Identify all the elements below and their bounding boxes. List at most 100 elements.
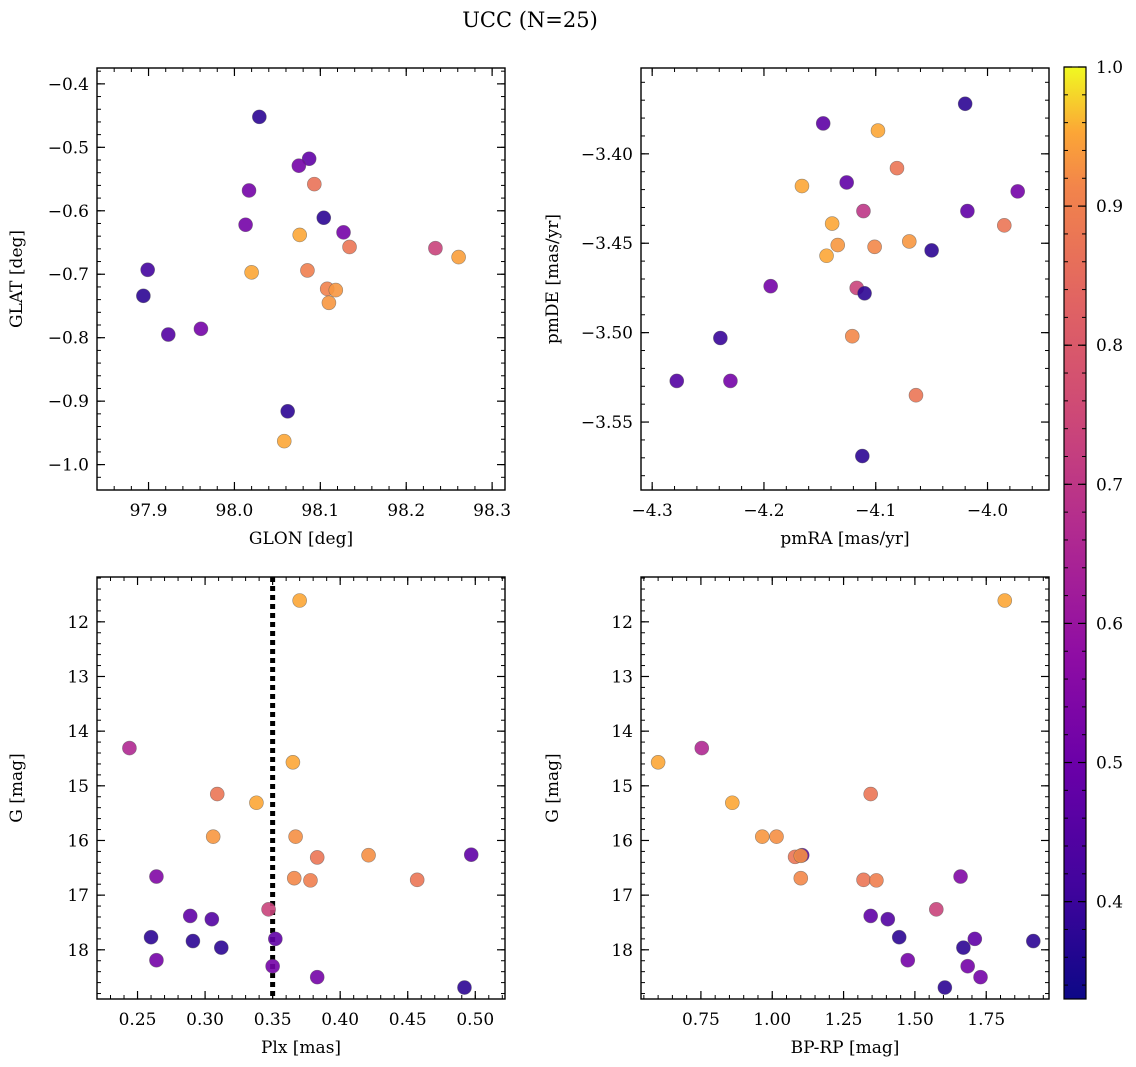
scatter-point: [122, 740, 137, 756]
x-tick-label: 1.75: [967, 1010, 1005, 1030]
colorbar-tick-label: 0.5: [1096, 754, 1123, 774]
y-tick-label: 13: [611, 667, 633, 687]
scatter-point: [957, 96, 973, 112]
x-tick-label: 0.50: [456, 1010, 494, 1030]
scatter-point: [457, 980, 472, 995]
x-axis-label: BP-RP [mag]: [791, 1038, 900, 1058]
y-tick-label: 16: [611, 831, 633, 851]
x-tick-label: 1.25: [825, 1010, 863, 1030]
x-tick-label: 98.0: [216, 501, 254, 521]
colorbar-tick-label: 1.0: [1096, 58, 1123, 78]
scatter-point: [763, 278, 778, 294]
scatter-point: [451, 249, 466, 265]
panel-pmra-pmde: −4.3 −4.2 −4.1 −4.0 −3.40 −3.45 −3.50 −3.55 pmRA…: [543, 67, 1050, 549]
x-tick-label: 98.2: [387, 501, 425, 521]
scatter-point: [844, 328, 860, 344]
scatter-point: [321, 295, 337, 311]
x-tick-label: −4.3: [632, 501, 673, 521]
scatter-point: [694, 740, 710, 756]
scatter-point: [261, 902, 276, 917]
scatter-point: [863, 786, 878, 802]
y-tick-label: −3.45: [581, 234, 633, 254]
scatter-point: [301, 151, 317, 167]
scatter-point: [900, 952, 916, 968]
scatter-point: [252, 109, 267, 125]
scatter-point: [238, 217, 253, 233]
scatter-point: [956, 940, 971, 955]
scatter-point: [316, 210, 332, 226]
scatter-point: [937, 980, 953, 995]
scatter-point: [300, 263, 315, 278]
figure-title: UCC (N=25): [462, 8, 598, 32]
scatter-point: [185, 933, 201, 949]
minor-ticks: [641, 577, 1049, 999]
scatter-point: [754, 829, 770, 844]
x-tick-label: −4.1: [855, 501, 896, 521]
y-tick-label: −3.55: [581, 413, 633, 433]
scatter-point: [303, 873, 318, 888]
scatter-point: [901, 234, 917, 249]
y-axis-label: G [mag]: [7, 753, 27, 822]
scatter-point: [713, 330, 728, 346]
y-tick-label: −3.40: [581, 145, 633, 165]
colorbar-gradient: [1063, 66, 1087, 1000]
y-tick-label: 14: [611, 722, 633, 742]
panel-bprp-g: 0.75 1.00 1.25 1.50 1.75 12 13 14 15 16 17 18 BP-RP …: [543, 576, 1050, 1058]
scatter-point: [249, 795, 264, 811]
y-axis-label: G [mag]: [543, 753, 563, 822]
axes-frame: [640, 67, 1050, 491]
scatter-point: [143, 929, 159, 945]
scatter-point: [328, 282, 344, 298]
scatter-point: [292, 227, 308, 243]
colorbar-tick-label: 0.4: [1096, 893, 1123, 913]
y-tick-label: −0.5: [48, 138, 89, 158]
scatter-point: [149, 869, 164, 884]
minor-ticks: [96, 577, 505, 999]
axes-frame: [96, 67, 506, 491]
scatter-point: [428, 240, 443, 256]
x-tick-label: 0.30: [186, 1010, 224, 1030]
scatter-point: [463, 847, 479, 862]
y-tick-label: 18: [611, 941, 633, 961]
x-axis-label: GLON [deg]: [249, 529, 353, 549]
scatter-point: [723, 373, 738, 389]
scatter-point: [929, 902, 944, 917]
scatter-point: [160, 327, 176, 342]
scatter-point: [891, 929, 907, 945]
x-tick-label: 0.75: [682, 1010, 720, 1030]
x-tick-label: −4.2: [743, 501, 784, 521]
scatter-point: [205, 829, 221, 844]
scatter-point: [819, 248, 834, 264]
scatter-point: [309, 969, 325, 985]
scatter-point: [856, 203, 871, 219]
scatter-point: [291, 158, 307, 174]
scatter-point: [140, 262, 155, 278]
scatter-point: [960, 958, 975, 974]
y-tick-label: 13: [67, 667, 89, 687]
y-tick-label: −0.8: [48, 329, 89, 349]
scatter-point: [276, 433, 292, 449]
minor-ticks: [641, 68, 1049, 490]
scatter-point: [268, 931, 283, 947]
y-tick-label: 12: [611, 613, 633, 633]
scatter-point: [793, 848, 809, 864]
y-tick-label: 17: [67, 886, 89, 906]
colorbar: 0.4 0.5 0.6 0.7 0.8 0.9 1.0: [1063, 58, 1123, 1000]
scatter-point: [967, 931, 983, 947]
scatter-point: [409, 872, 425, 888]
scatter-point: [193, 321, 209, 337]
scatter-point: [309, 850, 325, 865]
scatter-point: [996, 218, 1012, 233]
scatter-point: [997, 593, 1013, 608]
y-tick-label: −0.4: [48, 75, 89, 95]
colorbar-tick-label: 0.7: [1096, 475, 1123, 495]
y-tick-label: −0.9: [48, 392, 89, 412]
minor-ticks: [96, 68, 505, 491]
y-axis-label: GLAT [deg]: [7, 230, 27, 328]
y-tick-label: 14: [67, 722, 89, 742]
panel-plx-g: 0.25 0.30 0.35 0.40 0.45 0.50 12 13 14 15 16 17 18 Pl…: [7, 576, 506, 1058]
scatter-point: [286, 870, 302, 886]
scatter-point: [830, 237, 846, 253]
scatter-point: [793, 870, 809, 886]
